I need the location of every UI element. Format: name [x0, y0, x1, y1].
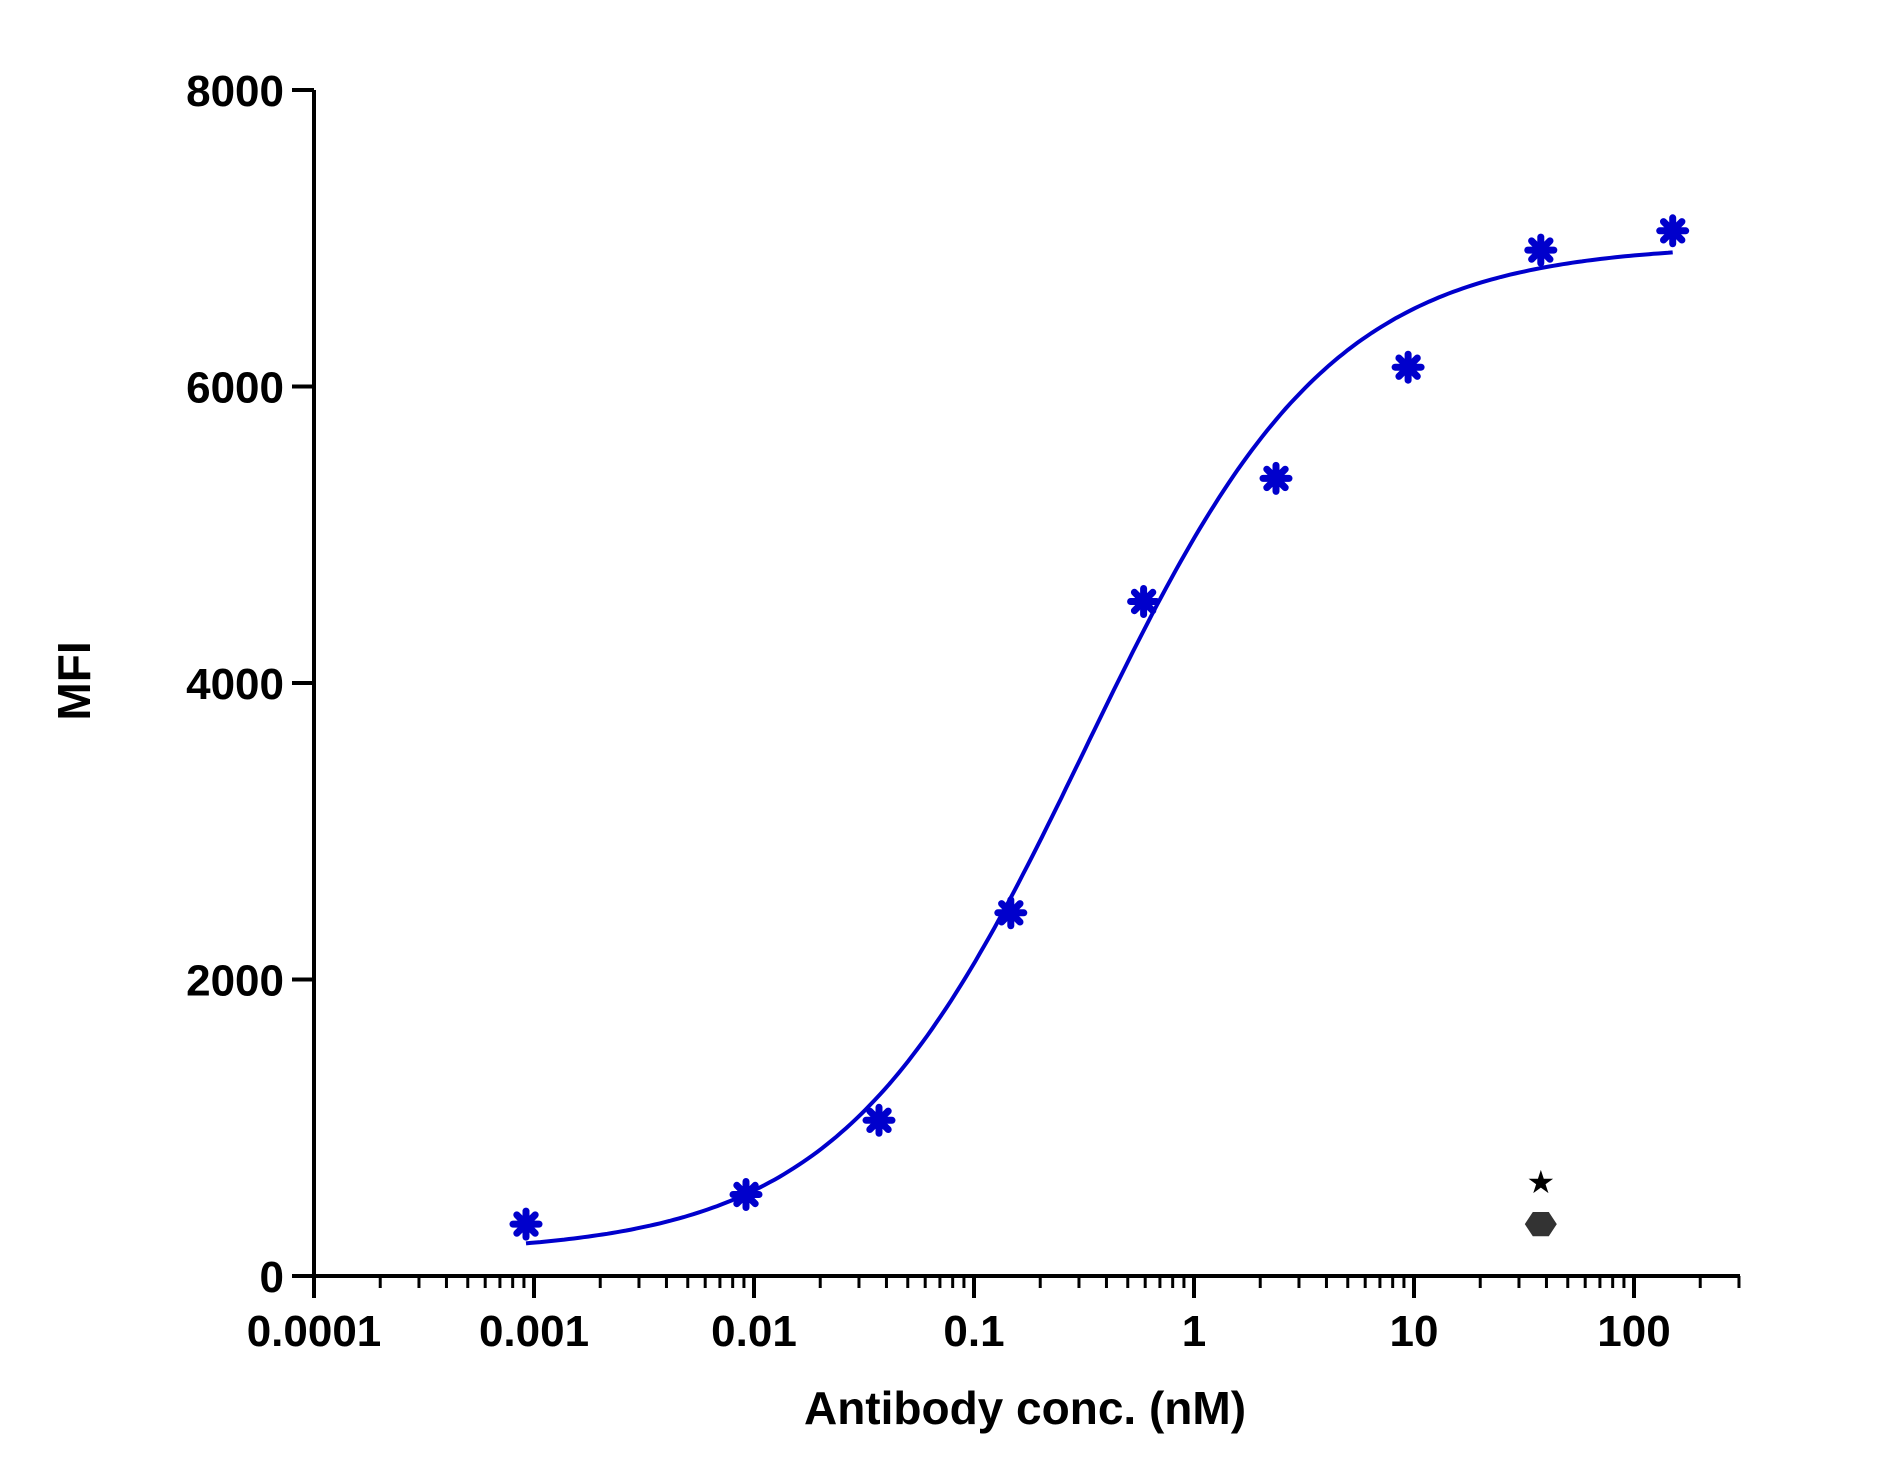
point-stroke [513, 1211, 539, 1237]
y-tick-label: 6000 [186, 364, 284, 413]
x-ticks: 0.0001 0.001 0.01 0.1 1 10 100 [247, 1276, 1741, 1356]
point-stroke [733, 1181, 759, 1208]
y-tick-label: 4000 [186, 660, 284, 709]
data-point [1656, 214, 1690, 248]
annotation-star: ★ [1526, 1163, 1555, 1201]
y-tick-label: 0 [260, 1253, 284, 1302]
data-point [1127, 585, 1161, 618]
data-point [994, 896, 1028, 930]
point-stroke [1130, 588, 1157, 615]
x-tick-label: 10 [1390, 1307, 1439, 1356]
x-axis-title: Antibody conc. (nM) [804, 1382, 1246, 1434]
point-stroke [1659, 218, 1686, 244]
y-tick-label: 8000 [186, 67, 284, 116]
y-axis-title: MFI [48, 641, 100, 720]
data-point [1524, 233, 1558, 267]
data-point [1391, 350, 1425, 384]
data-point [1524, 1212, 1557, 1237]
point-stroke [1395, 354, 1421, 380]
point-stroke [998, 900, 1024, 926]
data-point [1259, 461, 1293, 495]
fit-curve [525, 250, 1673, 1246]
point-stroke [1263, 465, 1289, 492]
data-points [509, 214, 1690, 1241]
x-axis: 0.0001 0.001 0.01 0.1 1 10 100 [247, 1274, 1741, 1356]
y-tick-label: 2000 [186, 957, 284, 1006]
x-tick-label: 0.01 [711, 1307, 797, 1356]
x-tick-label: 100 [1597, 1307, 1670, 1356]
x-tick-label: 1 [1182, 1307, 1206, 1356]
data-point [509, 1207, 543, 1241]
x-tick-label: 0.1 [943, 1307, 1004, 1356]
x-tick-label: 0.0001 [247, 1307, 382, 1356]
point-stroke [866, 1107, 892, 1134]
annotations: ★ [1526, 1163, 1555, 1201]
y-axis: 0 2000 4000 6000 8000 [186, 67, 316, 1302]
data-point [729, 1178, 763, 1211]
data-point [862, 1103, 896, 1137]
point-stroke [1528, 237, 1554, 263]
x-tick-label: 0.001 [479, 1307, 589, 1356]
y-ticks: 0 2000 4000 6000 8000 [186, 67, 314, 1302]
